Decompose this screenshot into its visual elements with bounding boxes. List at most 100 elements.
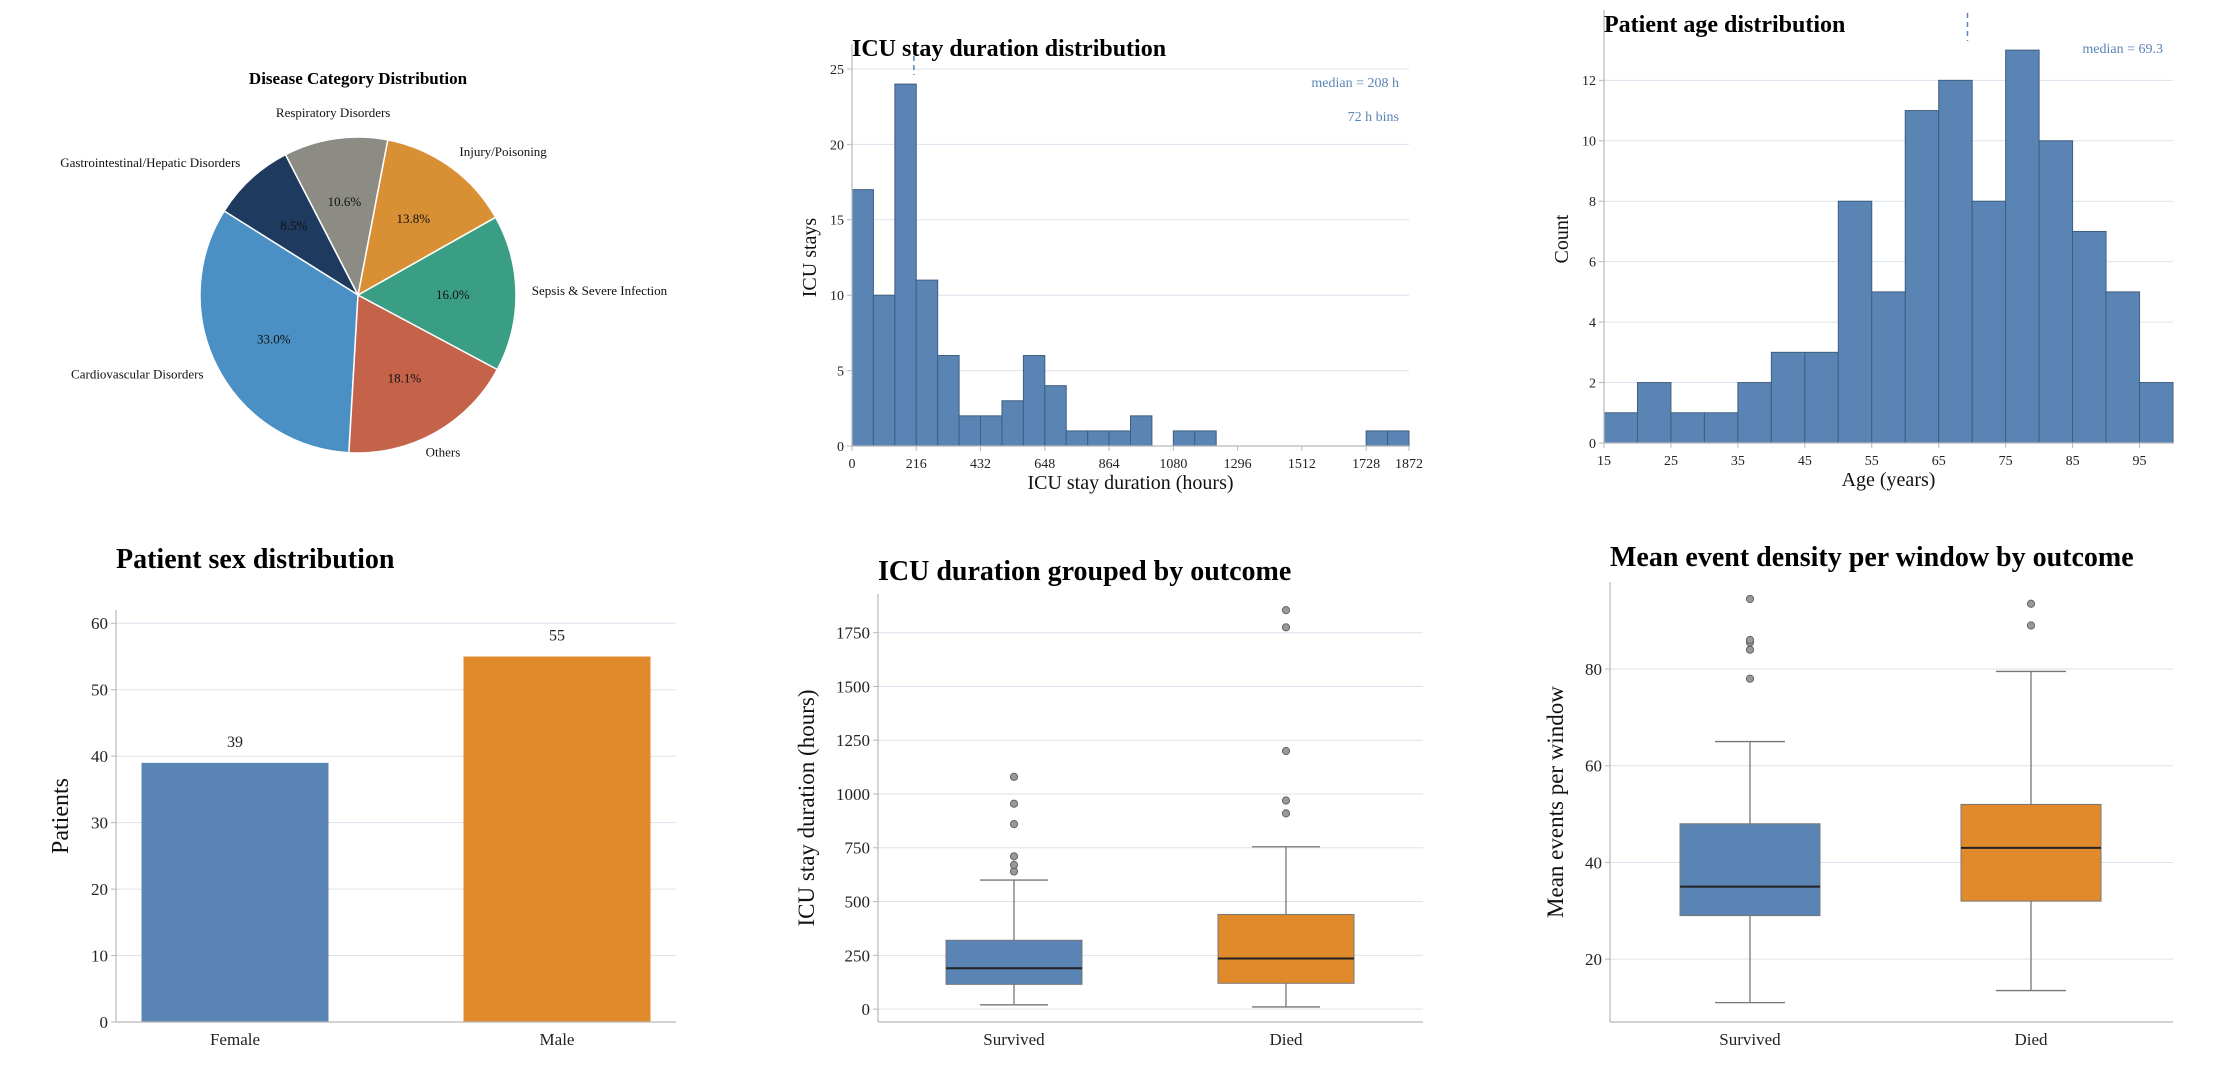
outlier-point: [1745, 594, 1755, 604]
y-tick-label: 5: [837, 365, 844, 380]
outlier-point: [1009, 852, 1019, 861]
histogram-bar: [1938, 79, 1973, 444]
outlier-point: [2026, 621, 2036, 630]
pie-slice: [356, 138, 497, 297]
y-tick-label: 500: [845, 893, 871, 912]
histogram-bar: [872, 294, 896, 447]
pie-percent-label: 33.0%: [257, 331, 291, 346]
x-tick-label: 95: [2133, 454, 2147, 469]
iqr-box: [945, 939, 1083, 985]
histogram-bar: [958, 415, 982, 447]
histogram-bar: [2005, 49, 2040, 444]
pie-slice: [223, 153, 360, 298]
pie-slice: [199, 210, 359, 454]
histogram-bar: [1022, 355, 1046, 447]
y-tick-label: 6: [1589, 256, 1596, 271]
x-tick-label: 25: [1664, 454, 1678, 469]
histogram-bar: [1770, 351, 1806, 444]
annotation-text: median = 208 h: [1311, 76, 1399, 91]
histogram-bar: [1837, 200, 1873, 444]
histogram-bar: [1087, 430, 1110, 447]
pie-slice: [348, 293, 499, 454]
y-tick-label: 10: [830, 289, 844, 304]
y-tick-label: 15: [830, 214, 844, 229]
histogram-bar: [1670, 412, 1705, 444]
histogram-bar: [1194, 430, 1217, 447]
histogram-bar: [1001, 400, 1024, 447]
disease-pie-chart: Disease Category Distribution 8.5% Gastroi…: [60, 69, 667, 460]
age-histogram: 0 2 4 6 8 10 12 15 25 35 45 55 65 75 85 95 Patient age d…: [1551, 10, 2174, 491]
histogram-bar: [980, 415, 1003, 447]
y-tick-label: 10: [1582, 135, 1596, 150]
histogram-bar: [851, 189, 874, 447]
x-axis-label: ICU stay duration (hours): [1027, 472, 1233, 494]
histogram-bar: [1387, 430, 1410, 447]
x-tick-label: 216: [906, 457, 927, 472]
pie-category-label: Gastrointestinal/Hepatic Disorders: [60, 155, 240, 170]
x-axis-label: Age (years): [1842, 469, 1936, 491]
y-tick-label: 60: [1585, 757, 1602, 776]
chart-title: Patient age distribution: [1604, 12, 1845, 38]
pie-category-label: Sepsis & Severe Infection: [532, 283, 668, 298]
y-axis-label: Patients: [48, 778, 74, 854]
histogram-bar: [1871, 291, 1906, 444]
histogram-bar: [1703, 412, 1739, 444]
outlier-point: [1009, 799, 1019, 808]
bar: [141, 762, 329, 1022]
y-tick-label: 0: [1589, 437, 1596, 452]
x-tick-label: 55: [1865, 454, 1879, 469]
x-category-label: Survived: [983, 1030, 1045, 1049]
chart-title: ICU duration grouped by outcome: [878, 556, 1291, 587]
sex-bar-chart: 39 Female 55 Male 0 10 20 30 40 50 60 Patient sex d…: [48, 544, 676, 1049]
outlier-point: [1281, 809, 1291, 818]
outlier-point: [2026, 599, 2036, 608]
y-tick-label: 20: [1585, 950, 1602, 969]
y-axis-label: ICU stays: [799, 218, 821, 298]
histogram-bar: [2072, 230, 2107, 444]
x-tick-label: 864: [1099, 457, 1120, 472]
iqr-box: [1679, 823, 1821, 917]
histogram-bar: [1044, 385, 1067, 447]
x-tick-label: 65: [1932, 454, 1946, 469]
pie-slice: [356, 216, 517, 371]
x-tick-label: 1728: [1352, 457, 1380, 472]
x-tick-label: 75: [1999, 454, 2013, 469]
histogram-bar: [1971, 200, 2007, 444]
histogram-bar: [1172, 430, 1196, 447]
y-tick-label: 30: [91, 814, 108, 833]
outlier-point: [1281, 746, 1291, 756]
chart-title: Patient sex distribution: [116, 544, 395, 575]
chart-title: Mean event density per window by outcome: [1610, 542, 2134, 573]
pie-category-label: Respiratory Disorders: [276, 105, 390, 120]
y-tick-label: 40: [91, 747, 108, 766]
pie-percent-label: 10.6%: [328, 194, 362, 209]
y-tick-label: 1250: [836, 731, 870, 750]
histogram-bar: [2038, 140, 2074, 444]
x-tick-label: 1512: [1288, 457, 1316, 472]
y-tick-label: 20: [91, 880, 108, 899]
x-tick-label: 432: [970, 457, 991, 472]
pie-percent-label: 8.5%: [280, 218, 307, 233]
pie-percent-label: 16.0%: [436, 287, 470, 302]
bar: [463, 656, 651, 1022]
iqr-box: [1960, 803, 2102, 902]
icu-duration-histogram: 0 5 10 15 20 25 0 216 432 648 864 1080 1296 1512 1728 1…: [799, 36, 1423, 494]
y-tick-label: 750: [845, 839, 871, 858]
x-tick-label: 35: [1731, 454, 1745, 469]
x-tick-label: 1872: [1395, 457, 1423, 472]
outlier-point: [1745, 635, 1755, 645]
pie-slice: [284, 136, 389, 298]
chart-title: ICU stay duration distribution: [852, 36, 1166, 62]
y-tick-label: 1500: [836, 677, 870, 696]
y-tick-label: 80: [1585, 660, 1602, 679]
annotation-text: median = 69.3: [2082, 42, 2163, 57]
histogram-bar: [1108, 430, 1131, 447]
histogram-bar: [1365, 430, 1389, 447]
x-tick-label: 15: [1597, 454, 1611, 469]
y-tick-label: 0: [862, 1000, 871, 1019]
outlier-point: [1009, 772, 1019, 781]
x-tick-label: 0: [849, 457, 856, 472]
histogram-bar: [2105, 291, 2141, 444]
y-tick-label: 60: [91, 614, 108, 633]
